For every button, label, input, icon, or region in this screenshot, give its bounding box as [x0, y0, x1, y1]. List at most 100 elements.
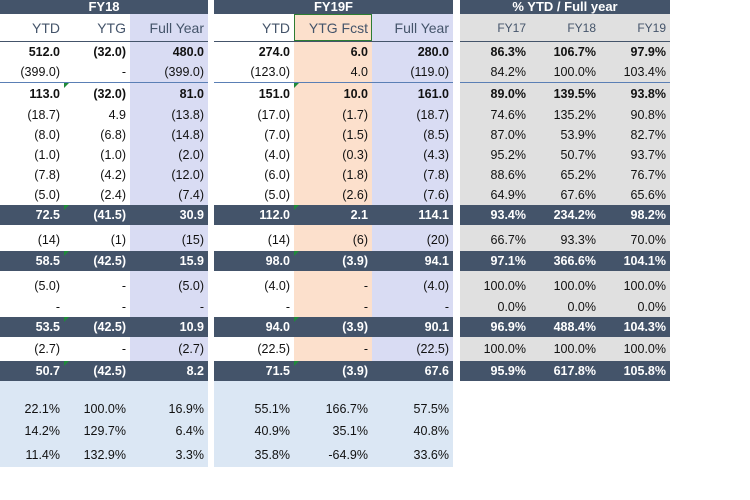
table-cell[interactable]: 103.4% — [600, 62, 670, 82]
table-cell[interactable]: (4.2) — [100, 168, 126, 182]
table-cell[interactable]: (14) — [267, 233, 290, 247]
table-cell[interactable]: 129.7% — [64, 419, 130, 443]
table-cell[interactable]: (6.0) — [264, 168, 290, 182]
table-cell[interactable]: 488.4% — [553, 320, 596, 334]
table-cell[interactable]: 67.6% — [530, 185, 600, 205]
table-cell[interactable]: (5.0) — [34, 188, 60, 202]
table-cell[interactable]: 366.6% — [553, 254, 596, 268]
table-cell[interactable]: 93.3% — [530, 229, 600, 251]
table-cell[interactable]: (1.5) — [294, 125, 372, 145]
table-cell[interactable]: (5.0) — [264, 188, 290, 202]
table-cell[interactable]: 139.5% — [530, 83, 600, 105]
table-cell[interactable]: 86.3% — [460, 42, 530, 62]
table-cell[interactable]: (2.0) — [130, 145, 208, 165]
table-cell[interactable]: (6.8) — [100, 128, 126, 142]
table-cell[interactable]: 95.9% — [490, 364, 526, 378]
table-cell[interactable]: (123.0) — [250, 65, 290, 79]
table-cell[interactable]: 53.5 — [35, 320, 60, 334]
table-cell[interactable]: 96.9% — [490, 320, 526, 334]
table-cell[interactable]: (42.5) — [64, 317, 130, 337]
table-cell[interactable]: (22.5) — [372, 337, 453, 361]
table-cell[interactable]: (3.9) — [294, 251, 372, 271]
table-cell[interactable]: - — [285, 300, 290, 314]
table-cell[interactable]: 6.0 — [294, 42, 372, 62]
table-cell[interactable]: (1.7) — [294, 105, 372, 125]
fy18-col-header[interactable]: YTD — [32, 19, 60, 36]
table-cell[interactable]: (5.0) — [34, 279, 60, 293]
fy19-col-header[interactable]: YTG Fcst — [294, 14, 372, 41]
table-cell[interactable]: 8.2 — [186, 364, 204, 378]
fy18-col-header[interactable]: YTG — [97, 19, 126, 36]
table-cell[interactable]: 70.0% — [600, 229, 670, 251]
table-cell[interactable]: 72.5 — [35, 208, 60, 222]
table-cell[interactable]: 30.9 — [179, 208, 204, 222]
table-cell[interactable]: 512.0 — [28, 45, 60, 59]
table-cell[interactable]: 22.1% — [0, 399, 64, 419]
table-cell[interactable]: 93.7% — [600, 145, 670, 165]
table-cell[interactable]: 87.0% — [460, 125, 530, 145]
table-cell[interactable]: (399.0) — [130, 62, 208, 82]
table-cell[interactable]: (22.5) — [257, 342, 290, 356]
table-cell[interactable]: (8.5) — [372, 125, 453, 145]
table-cell[interactable]: 0.0% — [530, 297, 600, 317]
table-cell[interactable]: 98.2% — [630, 208, 666, 222]
table-cell[interactable]: (4.0) — [372, 275, 453, 297]
table-cell[interactable]: 89.0% — [460, 83, 530, 105]
table-cell[interactable]: - — [121, 300, 126, 314]
table-cell[interactable]: (6) — [294, 229, 372, 251]
table-cell[interactable]: 82.7% — [600, 125, 670, 145]
table-cell[interactable]: - — [55, 300, 60, 314]
table-cell[interactable]: (4.0) — [264, 279, 290, 293]
table-cell[interactable]: 100.0% — [600, 337, 670, 361]
table-cell[interactable]: 112.0 — [259, 208, 290, 222]
table-cell[interactable]: (4.3) — [372, 145, 453, 165]
table-cell[interactable]: (7.6) — [372, 185, 453, 205]
table-cell[interactable]: 274.0 — [258, 45, 290, 59]
table-cell[interactable]: (1.8) — [294, 165, 372, 185]
table-cell[interactable]: 100.0% — [600, 275, 670, 297]
table-cell[interactable]: (32.0) — [93, 45, 126, 59]
table-cell[interactable]: 65.6% — [600, 185, 670, 205]
table-cell[interactable]: 161.0 — [372, 83, 453, 105]
table-cell[interactable]: (1.0) — [34, 148, 60, 162]
table-cell[interactable]: (1) — [110, 233, 126, 247]
table-cell[interactable]: 66.7% — [460, 229, 530, 251]
table-cell[interactable]: (18.7) — [372, 105, 453, 125]
table-cell[interactable]: 90.1 — [424, 320, 449, 334]
table-cell[interactable]: (8.0) — [34, 128, 60, 142]
table-cell[interactable]: 53.9% — [530, 125, 600, 145]
table-cell[interactable]: 3.3% — [130, 443, 208, 467]
table-cell[interactable]: - — [121, 342, 126, 356]
table-cell[interactable]: 100.0% — [460, 275, 530, 297]
fy19-col-header[interactable]: Full Year — [372, 14, 453, 41]
table-cell[interactable]: 88.6% — [460, 165, 530, 185]
table-cell[interactable]: -64.9% — [294, 443, 372, 467]
table-cell[interactable]: 100.0% — [460, 337, 530, 361]
table-cell[interactable]: - — [121, 65, 126, 79]
table-cell[interactable]: 10.9 — [179, 320, 204, 334]
table-cell[interactable]: 280.0 — [372, 42, 453, 62]
table-cell[interactable]: 104.1% — [623, 254, 666, 268]
table-cell[interactable]: 617.8% — [553, 364, 596, 378]
table-cell[interactable]: 71.5 — [265, 364, 290, 378]
table-cell[interactable]: (2.7) — [34, 342, 60, 356]
table-cell[interactable]: 100.0% — [64, 399, 130, 419]
table-cell[interactable]: 35.8% — [214, 443, 294, 467]
table-cell[interactable]: 100.0% — [530, 275, 600, 297]
table-cell[interactable]: - — [294, 275, 372, 297]
table-cell[interactable]: 4.9 — [108, 108, 126, 122]
table-cell[interactable]: 93.8% — [600, 83, 670, 105]
table-cell[interactable]: 40.9% — [214, 419, 294, 443]
table-cell[interactable]: 15.9 — [179, 254, 204, 268]
table-cell[interactable]: 16.9% — [130, 399, 208, 419]
table-cell[interactable]: (3.9) — [294, 317, 372, 337]
table-cell[interactable]: (119.0) — [372, 62, 453, 82]
table-cell[interactable]: (13.8) — [130, 105, 208, 125]
table-cell[interactable]: 98.0 — [265, 254, 290, 268]
table-cell[interactable]: - — [294, 297, 372, 317]
table-cell[interactable]: 94.0 — [265, 320, 290, 334]
table-cell[interactable]: (0.3) — [294, 145, 372, 165]
table-cell[interactable]: 93.4% — [490, 208, 526, 222]
table-cell[interactable]: 2.1 — [294, 205, 372, 225]
table-cell[interactable]: (7.0) — [264, 128, 290, 142]
